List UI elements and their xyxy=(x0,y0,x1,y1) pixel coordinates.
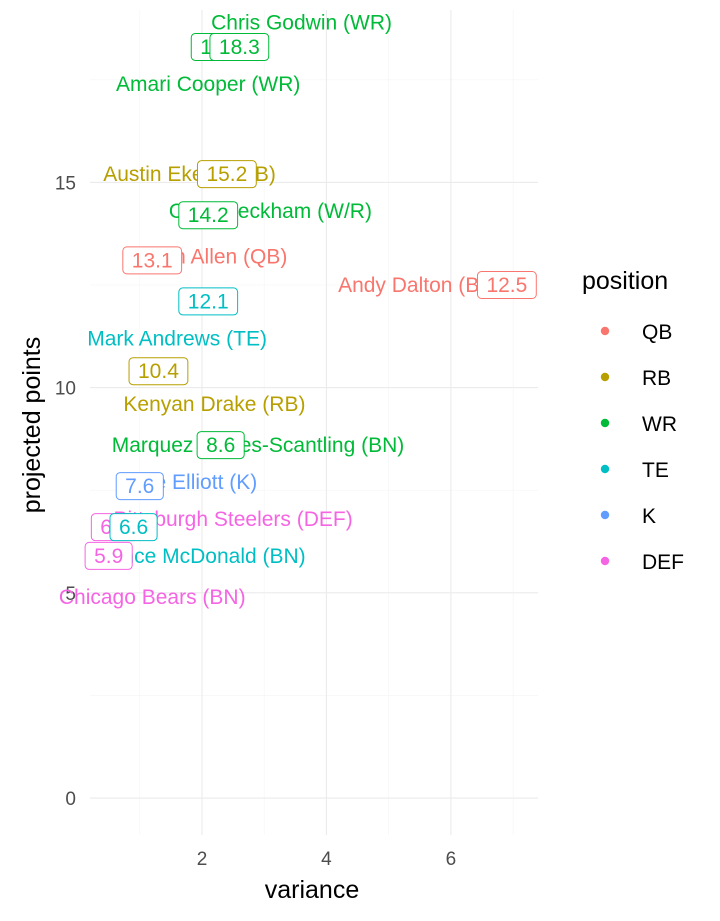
data-labels: Chris Godwin (WR)Amari Cooper (WR)Austin… xyxy=(59,11,537,609)
legend-key-dot xyxy=(600,464,610,474)
value-label-text: 5.9 xyxy=(94,545,123,568)
value-label-text: 7.6 xyxy=(125,475,154,498)
value-label-text: 15.2 xyxy=(206,163,247,186)
value-label-text: 6.6 xyxy=(119,516,148,539)
legend-entry: WR xyxy=(600,413,677,436)
legend-entry: DEF xyxy=(600,551,684,574)
point-name-label: Kenyan Drake (RB) xyxy=(123,393,305,416)
value-label: 18.3 xyxy=(209,32,270,61)
value-label-box xyxy=(476,271,537,299)
legend-entry: QB xyxy=(600,321,672,344)
legend-key-dot xyxy=(600,418,610,428)
y-tick-labels: 0 5 10 15 xyxy=(55,173,76,810)
legend-title: position xyxy=(582,267,668,295)
y-tick-label: 5 xyxy=(65,584,76,605)
y-tick-label: 15 xyxy=(55,173,76,194)
point-name-label: Chris Godwin (WR) xyxy=(211,11,392,34)
point-name-label: Marquez Valdes-Scantling (BN) xyxy=(112,434,405,457)
point-name-label: Vance McDonald (BN) xyxy=(98,545,305,568)
y-tick-label: 10 xyxy=(55,379,76,400)
value-label-box xyxy=(209,32,270,61)
value-label-box xyxy=(109,513,158,542)
value-label-box xyxy=(122,246,183,275)
value-label-box xyxy=(178,287,239,316)
legend-label: DEF xyxy=(642,551,684,574)
value-label: 12.5 xyxy=(476,271,537,299)
legend-label: WR xyxy=(642,413,677,436)
value-label: 5.9 xyxy=(84,541,133,570)
legend: position QB RB WR TE K DEF xyxy=(582,267,684,574)
legend-entry: TE xyxy=(600,459,669,482)
value-label-text: 13.1 xyxy=(132,249,173,272)
value-label-box xyxy=(115,472,164,501)
legend-key-dot xyxy=(600,510,610,520)
value-label: 7.6 xyxy=(115,472,164,501)
legend-entry: RB xyxy=(600,367,671,390)
grid-lines xyxy=(90,10,538,835)
legend-key-dot xyxy=(600,556,610,566)
x-tick-label: 4 xyxy=(321,849,332,870)
value-label-text: 12.5 xyxy=(486,274,527,297)
value-label-text: 14.2 xyxy=(188,204,229,227)
y-tick-label: 0 xyxy=(65,789,76,810)
x-axis-title: variance xyxy=(265,876,360,904)
value-label-text: 8.6 xyxy=(206,434,235,457)
x-tick-labels: 2 4 6 xyxy=(197,849,456,870)
value-label-box xyxy=(84,541,133,570)
x-tick-label: 6 xyxy=(446,849,457,870)
y-axis-title: projected points xyxy=(18,337,46,514)
value-label: 15.2 xyxy=(196,160,257,189)
value-label: 13.1 xyxy=(122,246,183,275)
value-label: 12.1 xyxy=(178,287,239,316)
point-name-label: Chicago Bears (BN) xyxy=(59,586,246,609)
value-label: 6.6 xyxy=(109,513,158,542)
value-label-box xyxy=(128,357,189,386)
legend-entry: K xyxy=(600,505,656,528)
legend-key-dot xyxy=(600,326,610,336)
x-tick-label: 2 xyxy=(197,849,208,870)
legend-label: RB xyxy=(642,367,671,390)
point-name-label: Andy Dalton (BN) xyxy=(338,274,501,297)
legend-key-dot xyxy=(600,372,610,382)
value-label: 8.6 xyxy=(196,431,245,460)
value-label-box xyxy=(178,201,239,230)
point-name-label: Mark Andrews (TE) xyxy=(87,327,267,350)
point-name-label: Amari Cooper (WR) xyxy=(116,73,300,96)
value-label-box xyxy=(196,160,257,189)
legend-label: K xyxy=(642,505,656,528)
value-label-text: 18.3 xyxy=(219,36,260,59)
value-label: 10.4 xyxy=(128,357,189,386)
value-label-text: 10.4 xyxy=(138,360,179,383)
legend-label: QB xyxy=(642,321,672,344)
point-name-label: Pittsburgh Steelers (DEF) xyxy=(113,508,352,531)
legend-label: TE xyxy=(642,459,669,482)
value-label-text: 12.1 xyxy=(188,290,229,313)
value-label-box xyxy=(196,431,245,460)
value-label: 14.2 xyxy=(178,201,239,230)
